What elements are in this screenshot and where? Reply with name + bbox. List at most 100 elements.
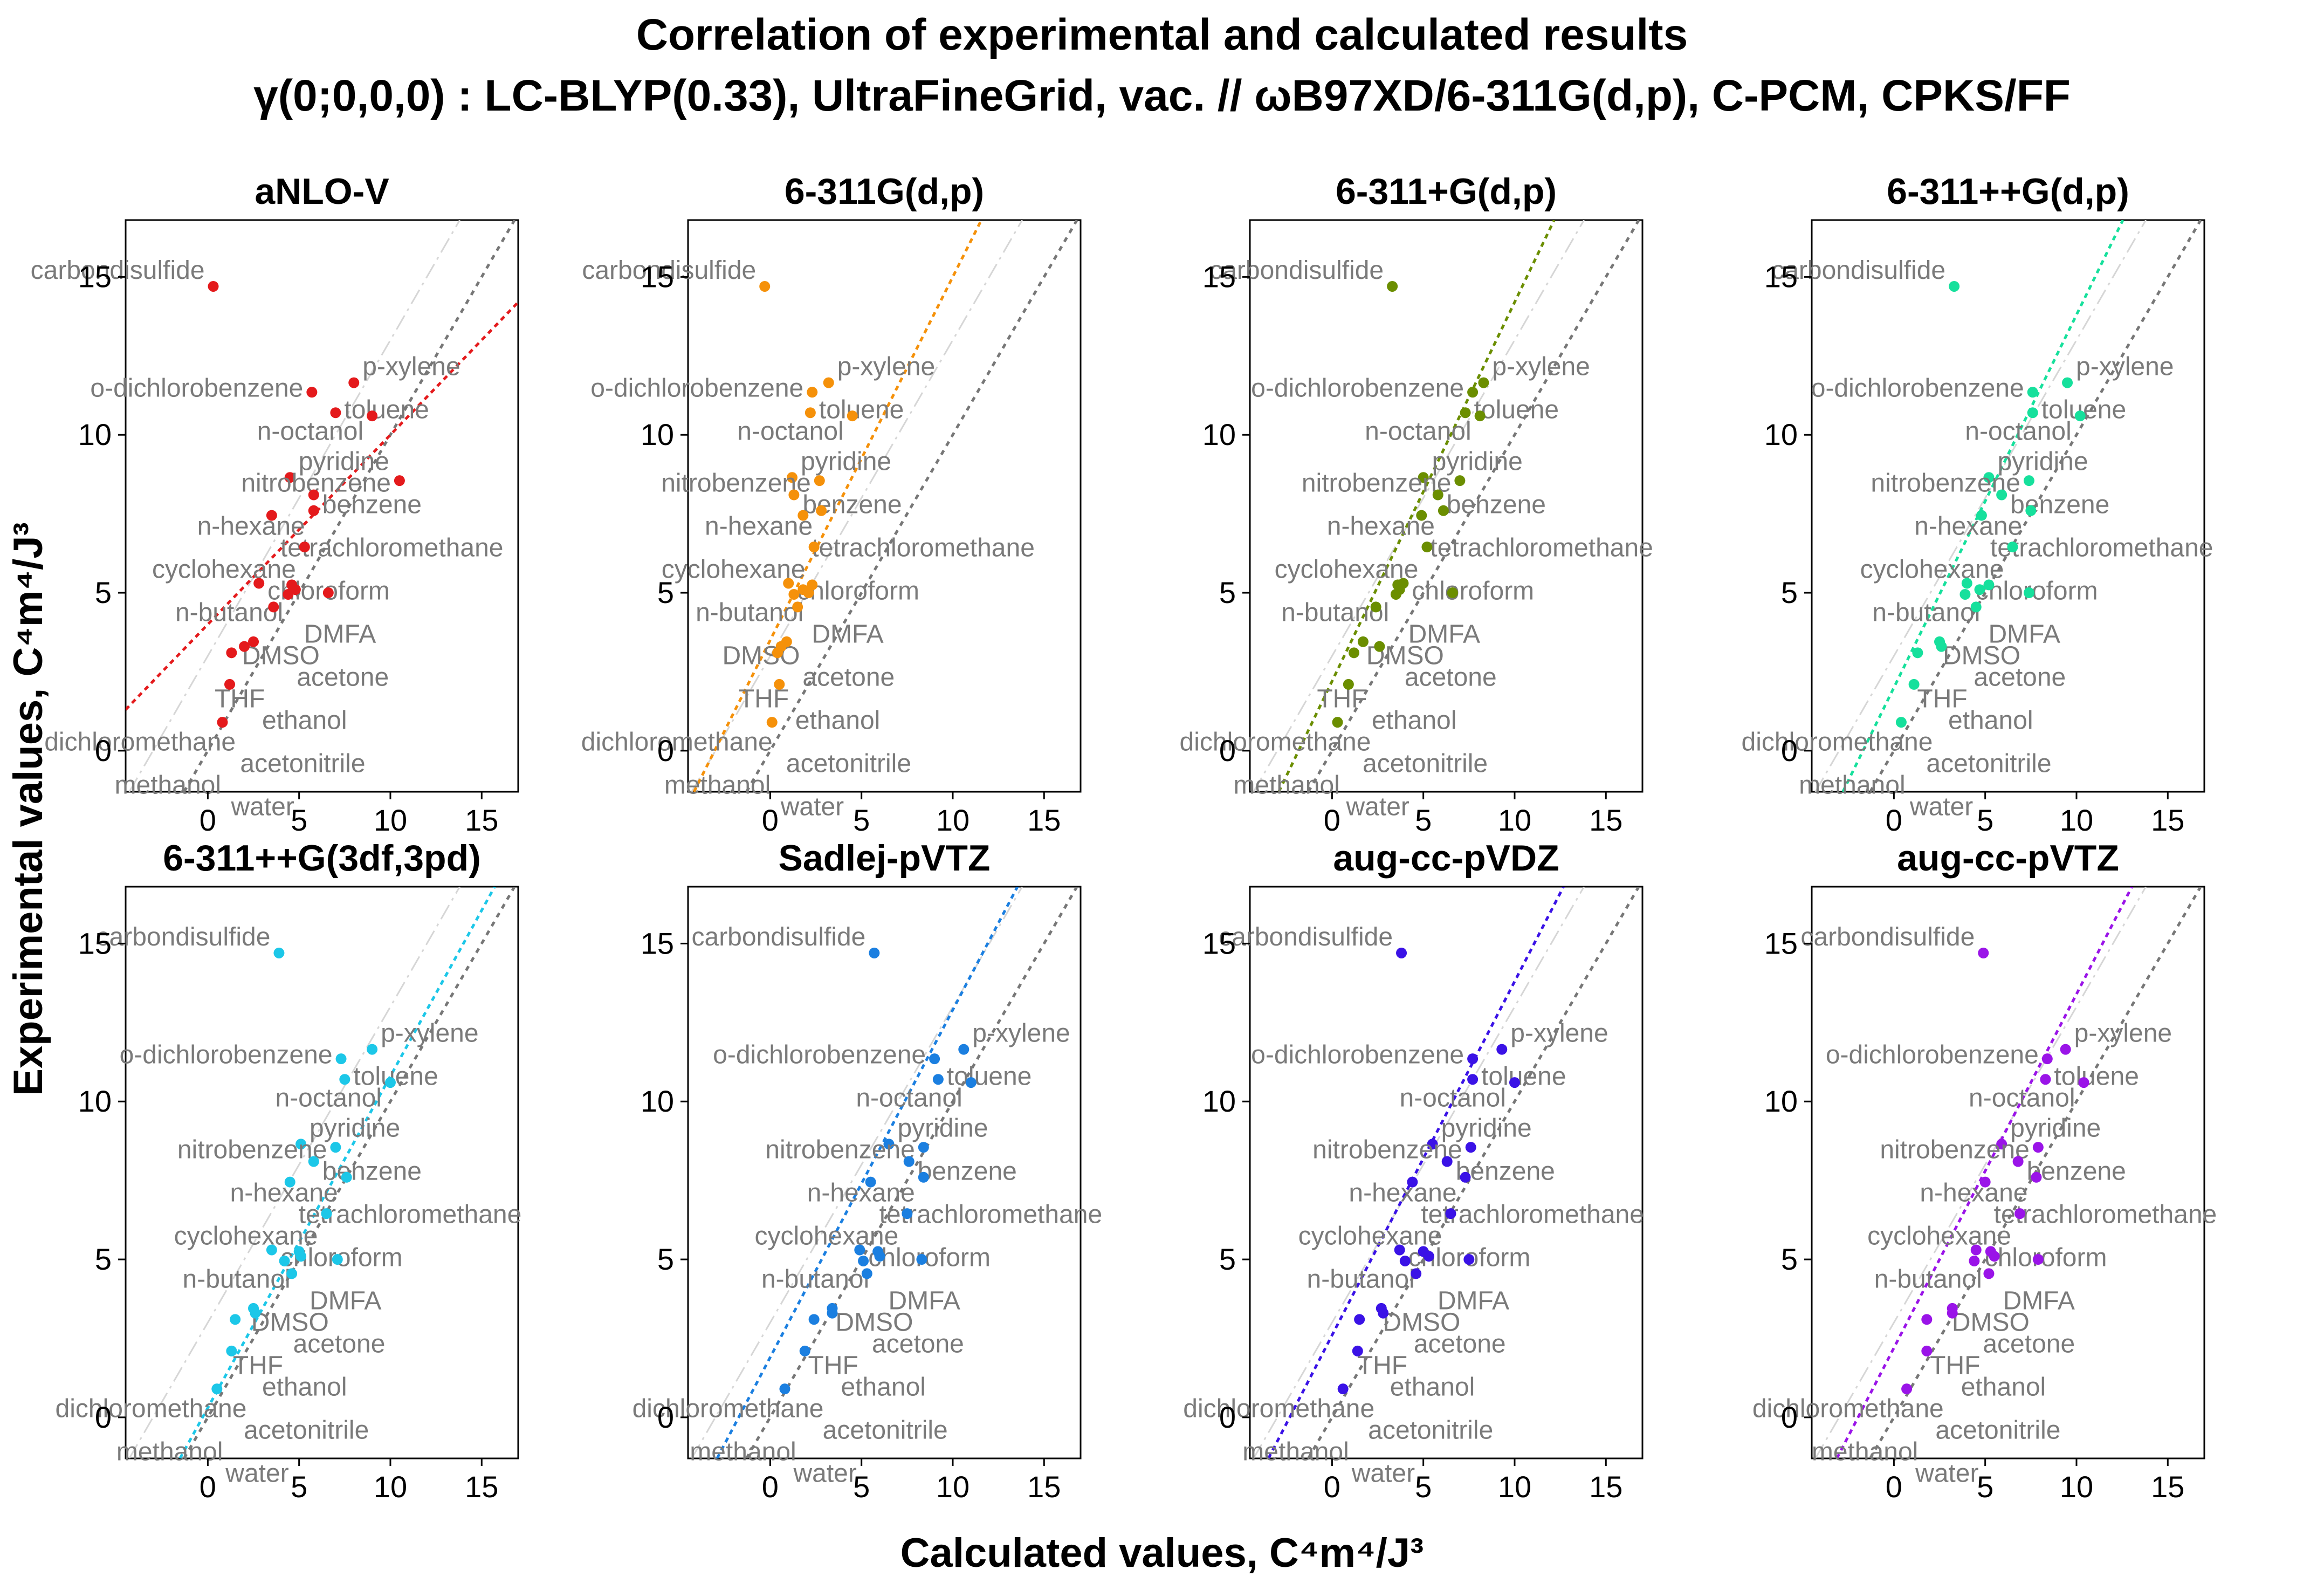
data-point [788, 588, 800, 600]
point-label: methanol [664, 771, 771, 799]
point-label: DMSO [1943, 641, 2020, 670]
figure-title-line-1: Correlation of experimental and calculat… [636, 10, 1688, 59]
data-point [1949, 280, 1960, 292]
data-point [2074, 410, 2086, 422]
point-label: o-dichlorobenzene [1251, 374, 1464, 403]
data-point [208, 280, 219, 292]
point-label: dichloromethane [632, 1394, 824, 1423]
point-label: carbondisulfide [1209, 256, 1384, 285]
point-label: ethanol [841, 1373, 925, 1401]
plot-area [687, 886, 1082, 1459]
point-label: water [1346, 792, 1409, 821]
data-point [224, 679, 236, 690]
point-label: acetone [1414, 1330, 1506, 1358]
x-tick-label: 15 [465, 1470, 498, 1504]
y-tick-label: 10 [641, 417, 674, 451]
data-point [384, 1077, 396, 1088]
x-tick-label: 15 [1589, 1470, 1622, 1504]
point-label: ethanol [1961, 1373, 2046, 1401]
point-label: cyclohexane [662, 555, 806, 584]
data-point [823, 377, 834, 388]
data-point [799, 1345, 810, 1356]
point-label: cyclohexane [1275, 555, 1419, 584]
identity-line [183, 887, 516, 1458]
identity-line [183, 220, 516, 792]
data-point [1969, 1255, 1980, 1266]
identity-line [1307, 887, 1640, 1458]
point-label: n-butanol [1307, 1265, 1415, 1293]
data-point [858, 1255, 869, 1266]
panel-title: 6-311G(d,p) [785, 171, 984, 212]
data-point [1478, 377, 1489, 388]
point-label: DMFA [1438, 1286, 1509, 1315]
data-point [1921, 1345, 1933, 1356]
data-point [239, 641, 250, 652]
data-point [348, 377, 360, 388]
data-point [1374, 641, 1385, 652]
x-tick-label: 15 [2151, 803, 2184, 837]
point-label: tetrachloromethane [299, 1200, 522, 1229]
x-tick-label: 15 [2151, 1470, 2184, 1504]
data-point [322, 587, 334, 599]
point-label: DMSO [1952, 1308, 2030, 1337]
panel-7: aug-cc-pVDZ carbondisulfide p-xylene o-dich… [1183, 838, 1644, 1504]
data-point [766, 717, 778, 728]
point-label: pyridine [2010, 1114, 2101, 1142]
point-label: n-hexane [1914, 512, 2022, 540]
y-tick-label: 10 [1202, 1084, 1236, 1118]
figure-title-line-2: γ(0;0,0,0) : LC-BLYP(0.33), UltraFineGri… [253, 71, 2071, 120]
point-label: tetrachloromethane [1430, 533, 1653, 562]
data-point [1438, 505, 1449, 516]
point-label: pyridine [1432, 447, 1523, 476]
point-label: nitrobenzene [661, 469, 811, 497]
data-point [803, 587, 814, 599]
data-point [1421, 542, 1433, 553]
point-label: methanol [1242, 1437, 1349, 1466]
x-tick-label: 10 [2060, 1470, 2093, 1504]
point-label: nitrobenzene [1312, 1135, 1462, 1164]
point-label: acetonitrile [786, 749, 911, 778]
point-label: acetone [1983, 1330, 2075, 1358]
point-label: toluene [344, 396, 429, 424]
point-label: dichloromethane [1183, 1394, 1374, 1423]
x-tick-label: 0 [1324, 1470, 1340, 1504]
data-point [808, 1314, 820, 1325]
point-label: pyridine [801, 447, 891, 476]
data-point [1974, 584, 1985, 595]
data-point [268, 601, 279, 613]
data-point [916, 1254, 927, 1265]
data-point [869, 947, 880, 958]
point-label: chloroform [1985, 1243, 2107, 1272]
data-point [814, 475, 825, 486]
point-label: n-butanol [1281, 598, 1389, 627]
x-tick-label: 0 [200, 803, 216, 837]
point-label: p-xylene [2076, 353, 2174, 381]
y-tick-label: 5 [95, 575, 112, 609]
data-point [1467, 1053, 1479, 1065]
y-axis-title: Experimental values, C⁴m⁴/J³ [5, 522, 51, 1096]
data-point [1467, 1074, 1479, 1085]
point-label: cyclohexane [1298, 1222, 1442, 1250]
point-label: p-xylene [2074, 1019, 2172, 1048]
x-tick-label: 15 [1027, 803, 1061, 837]
point-label: pyridine [299, 447, 389, 476]
data-point [874, 1251, 885, 1262]
point-label: acetone [872, 1330, 964, 1358]
plot-content [1253, 887, 1640, 1458]
data-point [1378, 1307, 1389, 1319]
data-point [332, 1254, 343, 1265]
data-point [1908, 679, 1920, 690]
data-point [772, 647, 783, 659]
data-point [1895, 717, 1907, 728]
point-label: benzene [2010, 490, 2109, 519]
data-point [1423, 1251, 1434, 1262]
x-tick-label: 10 [374, 1470, 407, 1504]
x-tick-label: 5 [853, 1470, 870, 1504]
panel-4: 6-311++G(d,p) carbondisulfide p-xylene o-di… [1742, 171, 2213, 837]
point-label: tetrachloromethane [1990, 533, 2213, 562]
data-point [283, 588, 294, 600]
data-point [883, 1139, 895, 1150]
data-point [321, 1208, 332, 1219]
data-point [308, 489, 319, 501]
point-label: benzene [1447, 490, 1546, 519]
